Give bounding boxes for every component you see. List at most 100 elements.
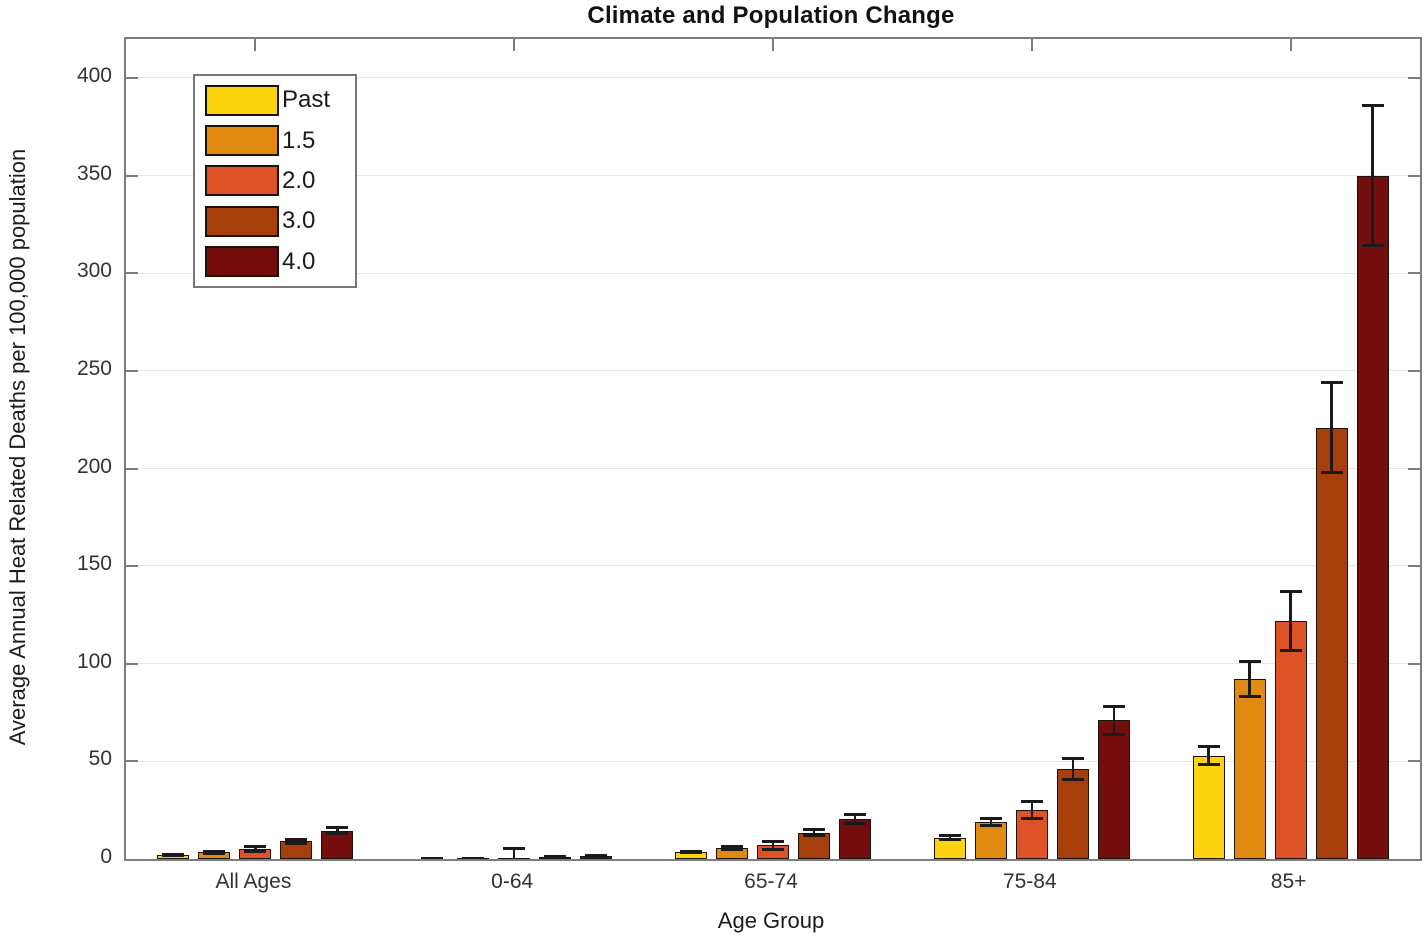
gridline <box>126 77 1420 79</box>
y-tick-label: 250 <box>76 356 112 380</box>
error-bar-cap-bottom <box>544 856 567 859</box>
error-bar-cap-bottom <box>1102 732 1125 736</box>
error-bar-cap-top <box>585 853 608 857</box>
error-bar-cap-bottom <box>680 851 702 855</box>
error-bar-cap-top <box>1061 756 1084 760</box>
y-tick-label: 350 <box>76 161 112 185</box>
y-tick-left <box>126 272 138 275</box>
y-tick-right <box>1408 369 1420 372</box>
legend-swatch <box>205 84 279 116</box>
error-bar-cap-top <box>1197 745 1220 749</box>
y-tick-right <box>1408 467 1420 470</box>
error-bar-cap-top <box>803 828 825 832</box>
error-bar-cap-bottom <box>462 857 485 859</box>
error-bar-cap-bottom <box>1361 244 1384 248</box>
error-bar-line <box>1112 706 1116 735</box>
y-tick-right <box>1408 662 1420 665</box>
error-bar-line <box>1248 661 1251 697</box>
error-bar-cap-bottom <box>1320 470 1343 474</box>
error-bar-cap-top <box>721 845 743 849</box>
error-bar-cap-bottom <box>1238 695 1261 699</box>
x-tick-top <box>1289 39 1292 51</box>
legend-swatch <box>205 165 279 197</box>
error-bar-line <box>1371 105 1374 246</box>
bar-3-0-75-84 <box>1056 769 1089 859</box>
error-bar-line <box>336 827 339 834</box>
error-bar-cap-bottom <box>203 851 226 855</box>
y-tick-label: 200 <box>76 454 112 478</box>
error-bar-cap-top <box>285 837 308 841</box>
x-tick-top <box>513 39 516 51</box>
error-bar-cap-top <box>680 849 702 853</box>
error-bar-cap-top <box>1020 799 1043 803</box>
y-tick-right <box>1408 760 1420 763</box>
legend-label: 4.0 <box>282 247 316 275</box>
y-tick-label: 150 <box>76 552 112 576</box>
error-bar-cap-bottom <box>844 822 866 826</box>
bar-past-85+ <box>1192 755 1225 859</box>
legend-item-past: Past <box>205 81 355 119</box>
error-bar-cap-bottom <box>1197 762 1220 766</box>
error-bar-cap-top <box>1102 705 1125 709</box>
error-bar-cap-bottom <box>585 855 608 859</box>
error-bar-cap-top <box>1320 381 1343 385</box>
x-tick-label: 85+ <box>1270 870 1307 893</box>
error-bar-cap-bottom <box>326 832 349 836</box>
legend-label: Past <box>282 86 331 114</box>
bar-1-5-85+ <box>1233 679 1266 859</box>
x-tick-label: 75-84 <box>1002 870 1057 893</box>
error-bar-cap-bottom <box>803 834 825 838</box>
legend: Past 1.5 2.0 3.0 4.0 <box>193 74 357 288</box>
legend-swatch <box>205 125 279 157</box>
error-bar-line <box>1289 591 1292 651</box>
error-bar-cap-bottom <box>1061 778 1084 782</box>
error-bar-cap-top <box>244 845 267 849</box>
y-tick-left <box>126 369 138 372</box>
x-axis-label: Age Group <box>717 908 825 933</box>
x-tick-label: 65-74 <box>744 870 798 893</box>
legend-label: 2.0 <box>282 166 316 194</box>
error-bar-line <box>989 818 993 826</box>
error-bar-line <box>853 814 857 824</box>
bar-4-0-75-84 <box>1097 720 1130 859</box>
error-bar-line <box>1030 801 1034 819</box>
error-bar-cap-top <box>762 839 784 843</box>
y-tick-left <box>126 760 138 763</box>
bar-4-0-all-ages <box>321 830 354 859</box>
x-tick-top <box>1030 39 1033 51</box>
gridline <box>126 467 1420 469</box>
gridline <box>126 760 1420 762</box>
legend-item-2-0: 2.0 <box>205 162 355 200</box>
error-bar-cap-top <box>844 812 866 816</box>
error-bar-cap-bottom <box>285 841 308 845</box>
y-tick-label: 400 <box>76 64 112 88</box>
error-bar-cap-top <box>979 816 1002 820</box>
y-tick-label: 100 <box>76 649 112 673</box>
error-bar-cap-top <box>938 833 961 837</box>
x-tick-top <box>254 39 257 51</box>
legend-label: 3.0 <box>282 207 316 235</box>
error-bar-line <box>295 839 298 844</box>
y-tick-label: 50 <box>88 747 112 771</box>
legend-item-4-0: 4.0 <box>205 243 355 281</box>
error-bar-cap-top <box>162 852 185 856</box>
gridline <box>126 663 1420 664</box>
y-axis-label: Average Annual Heat Related Deaths per 1… <box>5 148 30 746</box>
bar-3-0-85+ <box>1315 427 1348 859</box>
x-tick-label: All Ages <box>215 870 292 893</box>
y-tick-label: 0 <box>100 845 112 868</box>
x-tick-top <box>772 39 774 51</box>
gridline <box>126 174 1420 176</box>
y-tick-right <box>1408 565 1420 568</box>
legend-item-1-5: 1.5 <box>205 122 355 160</box>
y-tick-label: 300 <box>76 259 112 283</box>
error-bar-line <box>1207 746 1210 765</box>
error-bar-cap-bottom <box>1279 648 1302 652</box>
error-bar-cap-bottom <box>979 824 1002 828</box>
gridline <box>126 370 1420 372</box>
y-tick-left <box>126 174 138 177</box>
error-bar-cap-bottom <box>721 848 743 852</box>
error-bar-cap-bottom <box>244 850 267 854</box>
error-bar-line <box>948 835 952 840</box>
legend-swatch <box>205 205 279 237</box>
